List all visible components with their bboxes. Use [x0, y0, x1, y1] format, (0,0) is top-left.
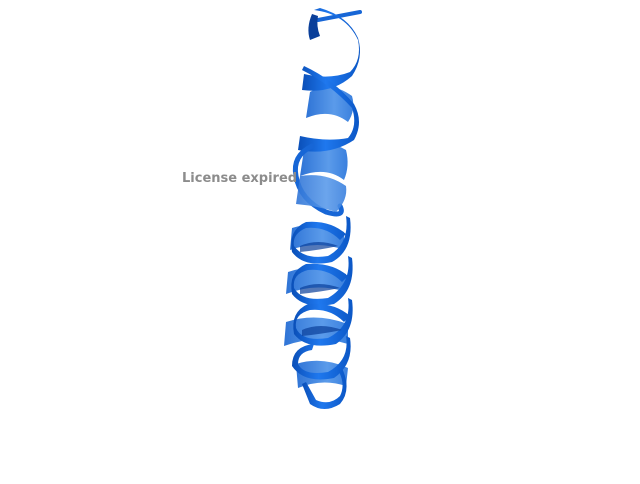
helix-front-ribbon	[291, 216, 351, 264]
terminal-strand	[316, 10, 362, 22]
helix-front-ribbon	[302, 368, 347, 409]
helix-front-ribbon	[298, 66, 359, 152]
helix-inner-shade	[302, 326, 342, 336]
helix-back-ribbon	[296, 175, 347, 212]
helix-front-ribbon	[291, 256, 353, 306]
helix-inner-shade	[300, 242, 338, 252]
helix-inner-shade	[300, 284, 340, 294]
helix-front-ribbon	[292, 336, 351, 380]
helix-back-ribbon	[306, 86, 354, 122]
helix-back-ribbon	[300, 144, 348, 180]
license-watermark: License expired	[182, 171, 298, 186]
helix-front-ribbon	[302, 8, 360, 91]
helix-front-ribbon	[293, 298, 353, 346]
helix-front-ribbon	[308, 14, 320, 40]
